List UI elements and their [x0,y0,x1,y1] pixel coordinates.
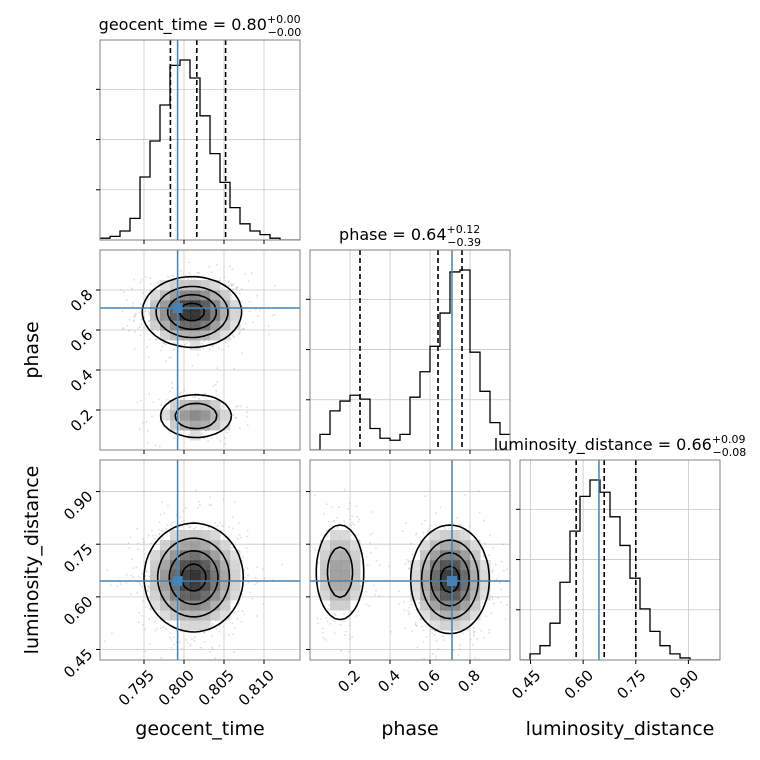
scatter-geocent_time-luminosity_distance [96,459,301,664]
title-minus: −0.00 [268,26,302,39]
scatter-phase-luminosity_distance [306,459,511,664]
density-shading [320,530,491,631]
title-minus: −0.08 [713,446,747,459]
panel-title: phase = 0.64+0.12 −0.39 [339,223,481,249]
x-tick-label: 0.60 [561,666,597,702]
scatter-geocent_time-phase [96,249,301,454]
x-tick-label: 0.75 [613,666,649,702]
panel-border [309,459,511,661]
y-tick-label: 0.6 [67,326,97,356]
x-tick-label: 0.805 [195,666,238,709]
x-tick-label: 0.2 [334,666,364,696]
contour-line [168,550,219,606]
title-plus: +0.09 [712,433,746,446]
density-shading [150,530,241,631]
y-tick-label: 0.60 [60,593,96,629]
x-tick-label: 0.90 [666,666,702,702]
x-tick-label: 0.8 [454,666,484,696]
panel-title: luminosity_distance = 0.66+0.09 −0.08 [494,433,747,459]
title-value: luminosity_distance = 0.66 [494,435,712,455]
truth-marker [447,576,457,587]
contour-line [166,293,218,331]
panel-border [99,249,301,451]
x-tick-label: 0.45 [508,666,544,702]
y-tick-label: 0.45 [60,645,96,681]
x-axis-label-geocent_time: geocent_time [135,718,264,740]
histogram-luminosity_distance [516,459,721,664]
contour-line [156,537,231,618]
x-tick-label: 0.800 [155,666,198,709]
y-tick-label: 0.75 [60,540,96,576]
y-axis-label-phase: phase [21,321,43,378]
contour-line [326,539,480,620]
contours [315,524,491,635]
truth-marker [172,303,183,313]
y-tick-label: 0.2 [67,406,97,436]
truth-marker [172,576,183,587]
x-tick-label: 0.4 [374,666,404,696]
x-axis-label-luminosity_distance: luminosity_distance [526,718,715,740]
x-tick-label: 0.6 [414,666,444,696]
histogram-geocent_time [96,39,301,244]
contour-line [315,524,491,635]
title-plus: +0.00 [267,13,301,26]
panel-border [99,39,301,241]
title-value: phase = 0.64 [339,225,446,244]
histogram-step [100,59,300,240]
y-axis-label-luminosity_distance: luminosity_distance [21,466,43,655]
x-tick-label: 0.795 [115,666,158,709]
contour-line [143,522,244,633]
title-plus: +0.12 [447,223,481,236]
title-minus: −0.39 [447,236,481,249]
y-tick-label: 0.90 [60,487,96,523]
x-tick-label: 0.810 [235,666,278,709]
histogram-phase [306,249,511,454]
panel-border [99,459,301,661]
y-tick-label: 0.8 [67,286,97,316]
y-tick-label: 0.4 [67,366,97,396]
histogram-step [520,479,720,660]
x-axis-label-phase: phase [381,718,438,740]
panel-title: geocent_time = 0.80+0.00 −0.00 [99,13,302,39]
histogram-step [310,269,510,450]
title-value: geocent_time = 0.80 [99,15,267,35]
